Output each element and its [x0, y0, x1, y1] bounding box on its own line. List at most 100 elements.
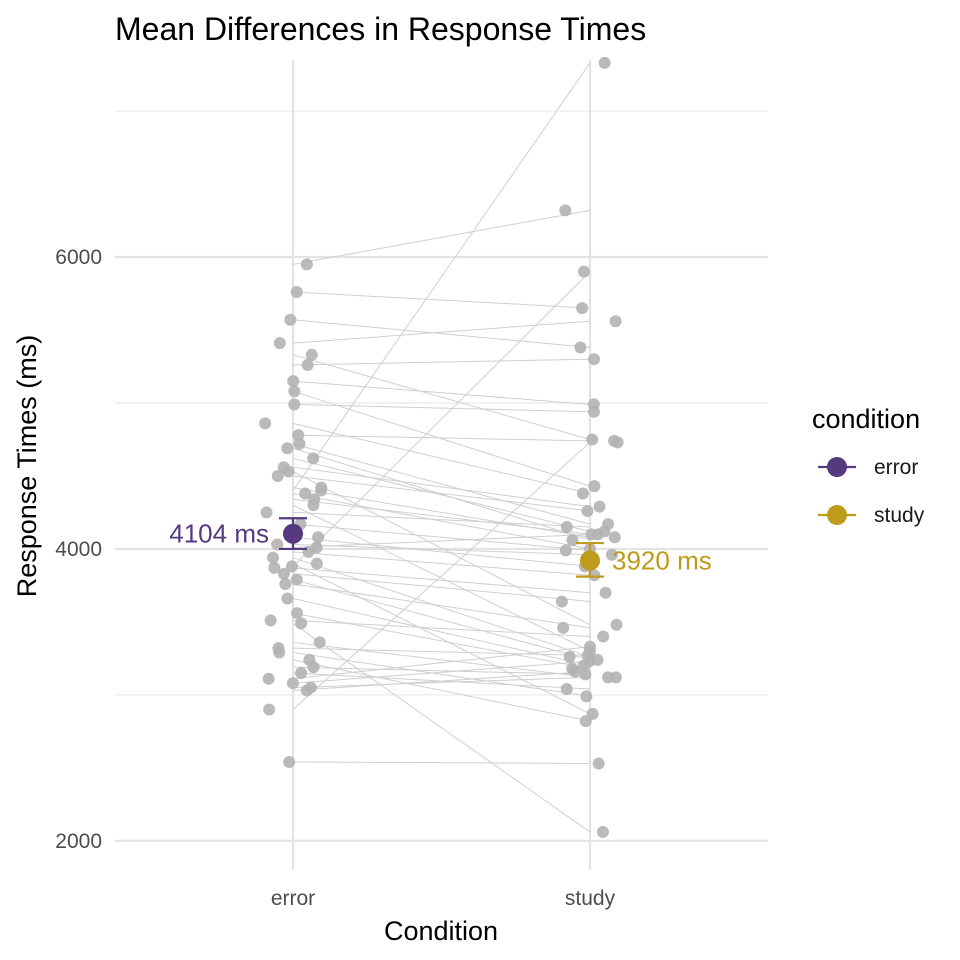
data-point-error: [273, 337, 286, 350]
data-point-study: [586, 433, 599, 446]
data-point-study: [560, 683, 573, 696]
data-point-error: [310, 541, 323, 554]
data-point-study: [610, 618, 623, 631]
data-point-error: [307, 499, 320, 512]
data-point-error: [259, 417, 272, 430]
paired-line: [292, 573, 591, 602]
paired-line: [292, 641, 591, 678]
data-point-error: [262, 672, 275, 685]
data-point-study: [596, 826, 609, 839]
data-point-study: [581, 504, 594, 517]
data-point-error: [271, 538, 284, 551]
legend-title: condition: [812, 404, 920, 434]
data-point-error: [292, 429, 305, 442]
y-axis-title: Response Times (ms): [12, 335, 42, 598]
data-point-study: [588, 480, 601, 493]
data-point-study: [598, 56, 611, 69]
data-point-study: [605, 548, 618, 561]
mean-label: 4104 ms: [169, 519, 269, 549]
data-point-error: [281, 592, 294, 605]
data-point-study: [592, 757, 605, 770]
paired-line: [292, 647, 591, 656]
paired-line: [292, 403, 591, 413]
paired-line: [292, 504, 591, 652]
paired-line: [292, 466, 591, 508]
paired-line: [292, 557, 591, 658]
paired-line: [292, 533, 591, 548]
data-point-study: [566, 534, 579, 547]
data-point-error: [264, 614, 277, 627]
data-point-study: [578, 265, 591, 278]
data-point-study: [587, 353, 600, 366]
paired-line: [292, 511, 591, 528]
paired-line: [292, 457, 591, 532]
data-point-error: [290, 573, 303, 586]
data-point-error: [295, 666, 308, 679]
paired-line: [292, 598, 591, 667]
data-point-error: [273, 646, 286, 659]
paired-lines: [292, 62, 591, 833]
data-point-error: [301, 359, 314, 372]
paired-line: [292, 422, 591, 494]
data-point-study: [574, 341, 587, 354]
paired-line: [292, 62, 591, 491]
data-point-study: [568, 665, 581, 678]
y-tick-label: 6000: [55, 246, 102, 269]
data-point-study: [583, 655, 596, 668]
data-point-error: [266, 551, 279, 564]
paired-line: [292, 666, 591, 675]
data-point-error: [288, 385, 301, 398]
data-point-error: [312, 531, 325, 544]
mean-point: [283, 523, 303, 544]
data-point-error: [286, 677, 299, 690]
paired-line: [292, 671, 591, 691]
data-point-error: [307, 661, 320, 674]
paired-line: [292, 291, 591, 309]
data-points: [259, 56, 624, 839]
paired-line: [292, 536, 591, 567]
data-point-study: [579, 668, 592, 681]
data-point-study: [557, 621, 570, 634]
paired-line: [292, 676, 591, 689]
data-point-error: [293, 437, 306, 450]
paired-line: [292, 271, 591, 567]
data-point-error: [282, 465, 295, 478]
data-point-error: [287, 375, 300, 388]
data-point-error: [283, 756, 296, 768]
data-point-error: [299, 487, 312, 500]
paired-line: [292, 442, 591, 710]
condition-means: 4104 ms 3920 ms: [169, 517, 712, 578]
data-point-study: [584, 640, 597, 653]
data-point-error: [268, 561, 281, 574]
paired-line: [292, 612, 591, 670]
paired-line: [292, 475, 591, 512]
legend: condition error study: [812, 404, 925, 527]
y-tick-label: 4000: [55, 538, 102, 561]
data-point-study: [580, 690, 593, 703]
axis-ticks: 2000 4000 6000 error study: [55, 246, 615, 910]
paired-line: [292, 319, 591, 349]
data-point-error: [305, 348, 318, 361]
data-point-study: [587, 405, 600, 418]
legend-key-point: [827, 457, 847, 477]
data-point-error: [310, 557, 323, 570]
paired-line: [292, 544, 591, 556]
data-point-study: [609, 671, 622, 684]
legend-key-point: [827, 505, 847, 525]
paired-line: [292, 209, 591, 265]
legend-label: error: [874, 456, 918, 479]
mean-point: [580, 550, 600, 571]
data-point-study: [593, 500, 606, 513]
data-point-study: [563, 650, 576, 663]
mean-label: 3920 ms: [612, 546, 712, 576]
data-point-error: [300, 684, 313, 697]
data-point-study: [611, 436, 624, 449]
data-point-study: [560, 521, 573, 534]
paired-line: [292, 659, 591, 722]
data-point-study: [599, 586, 612, 599]
data-point-study: [591, 528, 604, 541]
data-point-error: [271, 469, 284, 482]
chart-title: Mean Differences in Response Times: [115, 11, 646, 47]
x-axis-title: Condition: [384, 916, 498, 946]
